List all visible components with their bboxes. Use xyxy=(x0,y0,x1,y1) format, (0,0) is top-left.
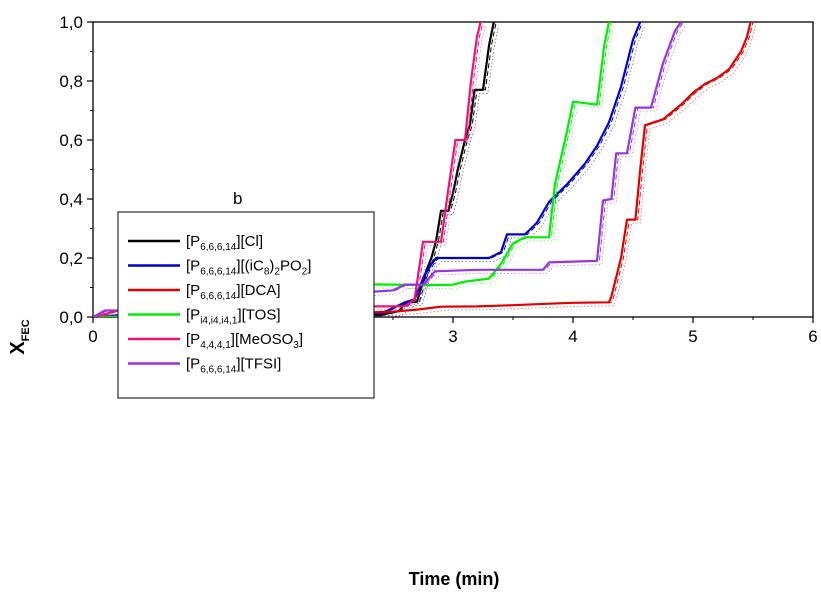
legend-label-2: [P6,6,6,14][DCA] xyxy=(186,282,281,302)
series-band-1 xyxy=(97,25,646,317)
legend-label-0: [P6,6,6,14][Cl] xyxy=(186,233,263,253)
x-tick-label-3: 3 xyxy=(448,327,457,346)
x-tick-label-4: 4 xyxy=(568,327,577,346)
series-line-1 xyxy=(93,22,642,317)
x-tick-label-5: 5 xyxy=(688,327,697,346)
y-tick-label-4: 0,8 xyxy=(59,72,83,91)
y-tick-label-0: 0,0 xyxy=(59,308,83,327)
series-band-4 xyxy=(97,25,486,317)
legend: [P6,6,6,14][Cl] [P6,6,6,14][(iC8)2PO2] [P6… xyxy=(117,211,375,399)
y-tick-label-1: 0,2 xyxy=(59,249,83,268)
legend-label-1: [P6,6,6,14][(iC8)2PO2] xyxy=(186,258,311,278)
series-band-0 xyxy=(97,25,499,317)
panel-label: b xyxy=(233,189,242,208)
y-axis-title-sub: FEC xyxy=(20,319,32,341)
x-axis-title: Time (min) xyxy=(409,569,500,589)
series-band-3 xyxy=(97,25,615,317)
y-tick-label-5: 1,0 xyxy=(59,13,83,32)
x-tick-label-0: 0 xyxy=(88,327,97,346)
legend-label-5: [P6,6,6,14][TFSI] xyxy=(186,356,281,376)
legend-label-4: [P4,4,4,1][MeOSO3] xyxy=(186,331,303,351)
y-tick-label-3: 0,6 xyxy=(59,131,83,150)
y-axis-title: XFEC xyxy=(7,319,32,354)
y-tick-label-2: 0,4 xyxy=(59,190,83,209)
legend-label-3: [Pi4,i4,i4,1][TOS] xyxy=(186,307,281,327)
y-axis-title-main: X xyxy=(7,341,29,355)
legend-box xyxy=(117,211,375,399)
x-tick-label-6: 6 xyxy=(808,327,817,346)
